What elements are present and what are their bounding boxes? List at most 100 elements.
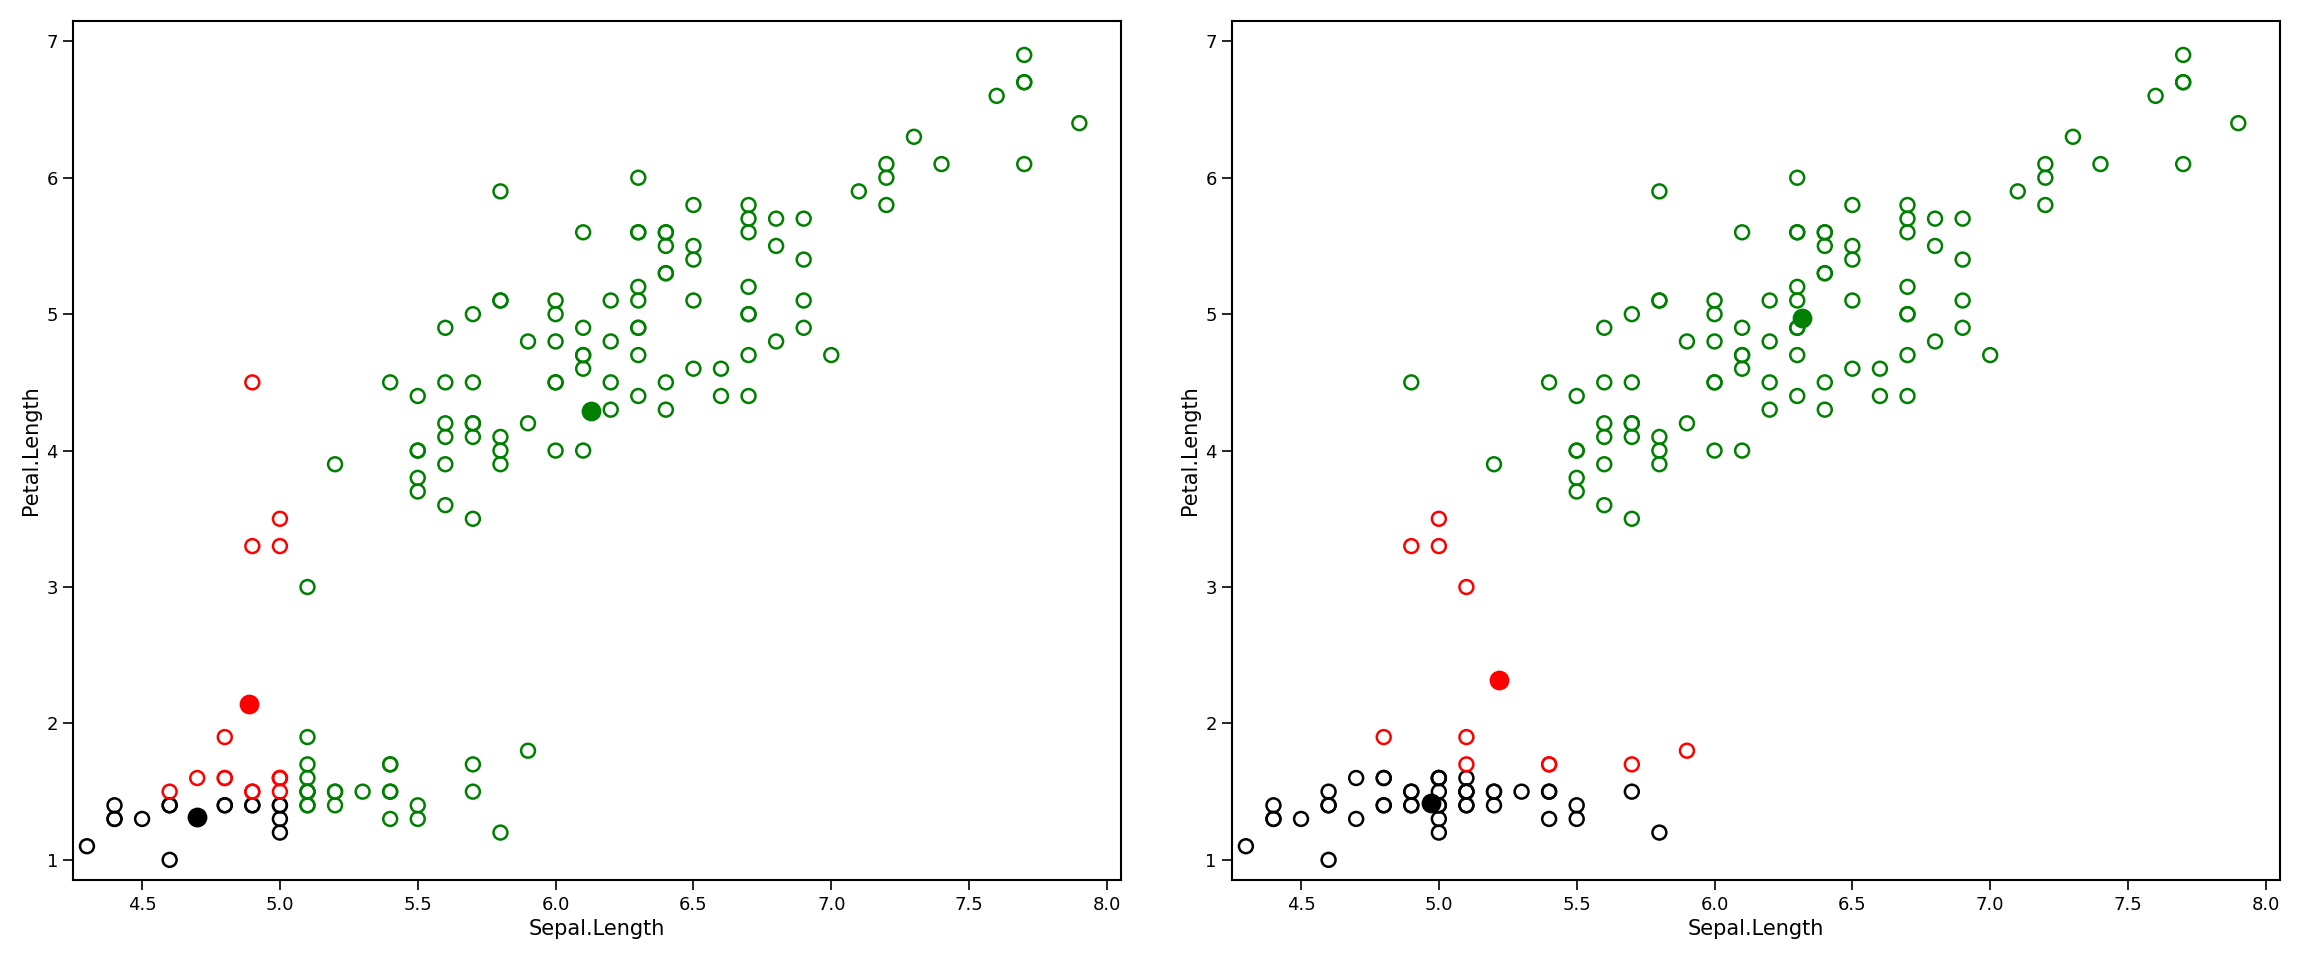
Point <box>592 334 629 349</box>
Point <box>1696 334 1733 349</box>
Point <box>1422 770 1458 785</box>
Point <box>869 156 905 172</box>
Point <box>1007 75 1044 90</box>
Point <box>1889 389 1926 404</box>
Point <box>1779 389 1816 404</box>
Point <box>1256 811 1293 827</box>
Point <box>1806 402 1843 418</box>
Point <box>1558 443 1594 458</box>
Point <box>1723 361 1760 376</box>
Point <box>1311 852 1348 868</box>
Point <box>1945 211 1981 227</box>
Point <box>1447 798 1484 813</box>
Point <box>260 539 297 554</box>
Point <box>1311 784 1348 800</box>
Point <box>1366 770 1403 785</box>
Point <box>896 129 933 144</box>
Point <box>2083 156 2120 172</box>
Point <box>1447 730 1484 745</box>
Point <box>399 811 435 827</box>
Point <box>235 798 272 813</box>
Point <box>1889 211 1926 227</box>
Point <box>1806 238 1843 253</box>
Point <box>399 470 435 486</box>
Point <box>730 211 767 227</box>
Point <box>1422 770 1458 785</box>
Point <box>730 279 767 295</box>
Point <box>454 429 491 444</box>
Point <box>1060 115 1097 131</box>
Point <box>288 784 325 800</box>
Point <box>509 334 546 349</box>
Point <box>2000 183 2037 199</box>
Point <box>426 497 463 513</box>
Point <box>288 770 325 785</box>
Point <box>316 784 353 800</box>
Point <box>1613 784 1650 800</box>
Point <box>1783 310 1820 325</box>
Point <box>207 730 244 745</box>
Point <box>454 306 491 322</box>
Point <box>1613 756 1650 772</box>
Point <box>207 770 244 785</box>
Point <box>97 798 134 813</box>
Point <box>1558 470 1594 486</box>
Point <box>426 320 463 335</box>
Point <box>1481 672 1518 687</box>
Point <box>1447 756 1484 772</box>
Point <box>1862 361 1898 376</box>
Point <box>1558 389 1594 404</box>
Point <box>1668 416 1705 431</box>
Point <box>399 798 435 813</box>
Point <box>1889 198 1926 213</box>
Point <box>1640 443 1677 458</box>
Point <box>288 730 325 745</box>
Point <box>620 348 657 363</box>
Point <box>152 798 189 813</box>
Point <box>1945 293 1981 308</box>
Point <box>592 402 629 418</box>
Point <box>675 238 712 253</box>
Point <box>620 225 657 240</box>
Point <box>482 293 518 308</box>
Point <box>1366 770 1403 785</box>
Point <box>180 809 217 825</box>
Point <box>620 293 657 308</box>
Point <box>979 88 1016 104</box>
Point <box>235 798 272 813</box>
Point <box>180 811 217 827</box>
Point <box>1422 798 1458 813</box>
Point <box>426 374 463 390</box>
Point <box>564 320 601 335</box>
X-axis label: Sepal.Length: Sepal.Length <box>1689 919 1825 939</box>
Point <box>1394 374 1431 390</box>
Point <box>1412 795 1449 810</box>
Point <box>1834 293 1871 308</box>
Point <box>620 225 657 240</box>
Point <box>2166 156 2203 172</box>
Point <box>1696 374 1733 390</box>
Point <box>1530 756 1567 772</box>
Point <box>1366 798 1403 813</box>
Point <box>1422 511 1458 526</box>
Point <box>482 443 518 458</box>
Point <box>1422 798 1458 813</box>
Point <box>1696 306 1733 322</box>
Point <box>1585 457 1622 472</box>
Point <box>1613 429 1650 444</box>
Point <box>1751 402 1788 418</box>
Point <box>1394 539 1431 554</box>
Point <box>1779 225 1816 240</box>
Point <box>1585 416 1622 431</box>
Point <box>1311 798 1348 813</box>
Point <box>454 756 491 772</box>
Point <box>1422 784 1458 800</box>
Point <box>1447 770 1484 785</box>
Point <box>482 825 518 840</box>
Point <box>426 457 463 472</box>
Point <box>288 784 325 800</box>
Point <box>1834 252 1871 267</box>
Point <box>1422 811 1458 827</box>
Point <box>1640 293 1677 308</box>
Point <box>1613 416 1650 431</box>
